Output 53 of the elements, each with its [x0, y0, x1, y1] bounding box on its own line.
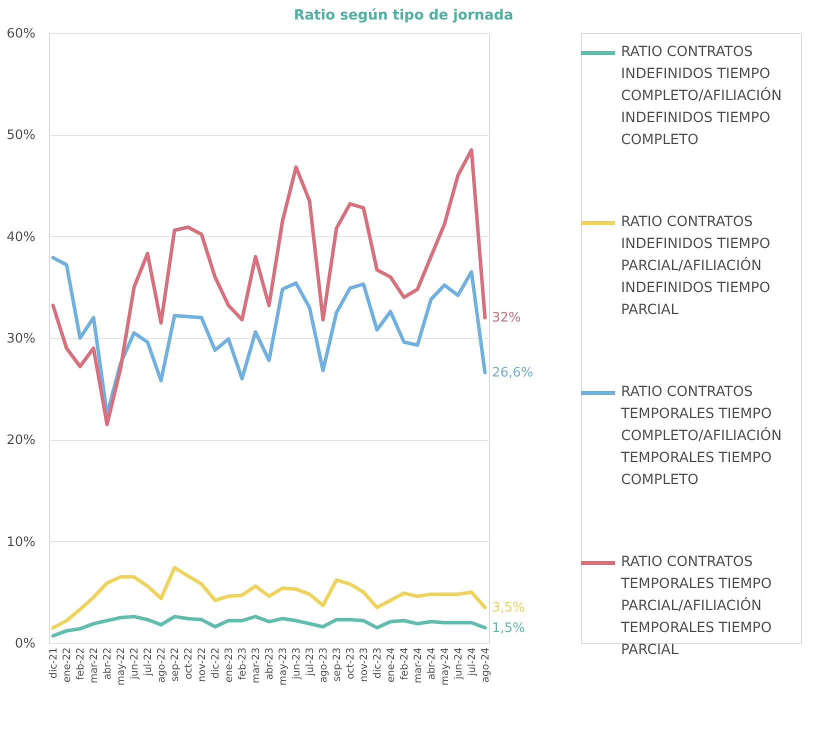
legend-label: RATIO CONTRATOS TEMPORALES TIEMPO PARCIAL/AFILIACIÓN TEMPORALES TIEMPO PARCIAL — [620, 554, 772, 658]
x-tick-label: dic-21 — [48, 648, 60, 678]
line-series — [51, 256, 487, 416]
x-tick-label: ene-22 — [62, 648, 74, 682]
x-tick-label: abr-24 — [426, 648, 438, 680]
x-tick-label: sep-22 — [170, 648, 182, 682]
y-tick-label: 50% — [6, 128, 36, 144]
chart-title: Ratio según tipo de jornada — [294, 8, 514, 24]
line-series — [51, 148, 487, 426]
x-tick-label: mar-23 — [251, 648, 262, 684]
x-tick-label: jun-24 — [453, 648, 464, 680]
x-tick-label: feb-24 — [399, 648, 410, 680]
x-tick-label: nov-22 — [197, 648, 208, 682]
legend-label: RATIO CONTRATOS INDEFINIDOS TIEMPO COMPLETO/AFILIACIÓN INDEFINIDOS TIEMPO COMPLETO — [621, 44, 782, 148]
x-tick-label: jul-24 — [466, 648, 478, 677]
x-tick-label: may-23 — [278, 648, 289, 686]
x-tick-label: feb-23 — [238, 648, 249, 680]
x-tick-label: jul-23 — [304, 648, 316, 677]
y-tick-label: 40% — [6, 230, 36, 245]
x-tick-label: jun-22 — [130, 648, 141, 680]
x-tick-label: dic-23 — [372, 648, 384, 678]
x-tick-label: nov-23 — [358, 648, 370, 682]
y-tick-label: 60% — [6, 26, 36, 42]
x-tick-label: mar-24 — [412, 648, 424, 684]
y-tick-label: 10% — [6, 534, 36, 550]
x-tick-label: ago-22 — [156, 648, 168, 683]
y-tick-label: 30% — [6, 332, 36, 346]
x-tick-label: jul-22 — [143, 648, 154, 677]
x-tick-label: ene-23 — [224, 648, 236, 682]
x-tick-label: dic-22 — [210, 648, 222, 678]
x-tick-label: may-22 — [116, 648, 128, 686]
x-tick-label: oct-22 — [184, 648, 195, 680]
x-tick-label: jun-23 — [291, 648, 302, 680]
annotation: 1,5% — [492, 620, 525, 636]
x-tick-label: ago-23 — [318, 648, 330, 683]
line-series — [51, 566, 487, 630]
x-tick-label: may-24 — [440, 648, 451, 686]
x-tick-label: ago-24 — [480, 648, 492, 683]
annotation: 3,5% — [492, 600, 525, 616]
x-tick-label: feb-22 — [76, 648, 87, 680]
legend-label: RATIO CONTRATOS INDEFINIDOS TIEMPO PARCIAL/AFILIACIÓN INDEFINIDOS TIEMPO PARCIAL — [621, 214, 770, 318]
y-tick-label: 20% — [6, 433, 36, 448]
x-tick-label: abr-23 — [264, 648, 276, 680]
x-tick-label: abr-22 — [102, 648, 114, 680]
x-tick-label: sep-23 — [332, 648, 343, 682]
x-tick-label: ene-24 — [386, 648, 397, 682]
annotation: 26,6% — [492, 366, 534, 381]
y-tick-label: 0% — [14, 636, 36, 652]
legend-label: RATIO CONTRATOS TEMPORALES TIEMPO COMPLETO/AFILIACIÓN TEMPORALES TIEMPO COMPLETO — [620, 384, 782, 488]
x-tick-label: mar-22 — [89, 648, 100, 684]
x-tick-label: oct-23 — [345, 648, 356, 680]
line-series — [51, 614, 487, 638]
annotation: 32% — [492, 310, 521, 326]
